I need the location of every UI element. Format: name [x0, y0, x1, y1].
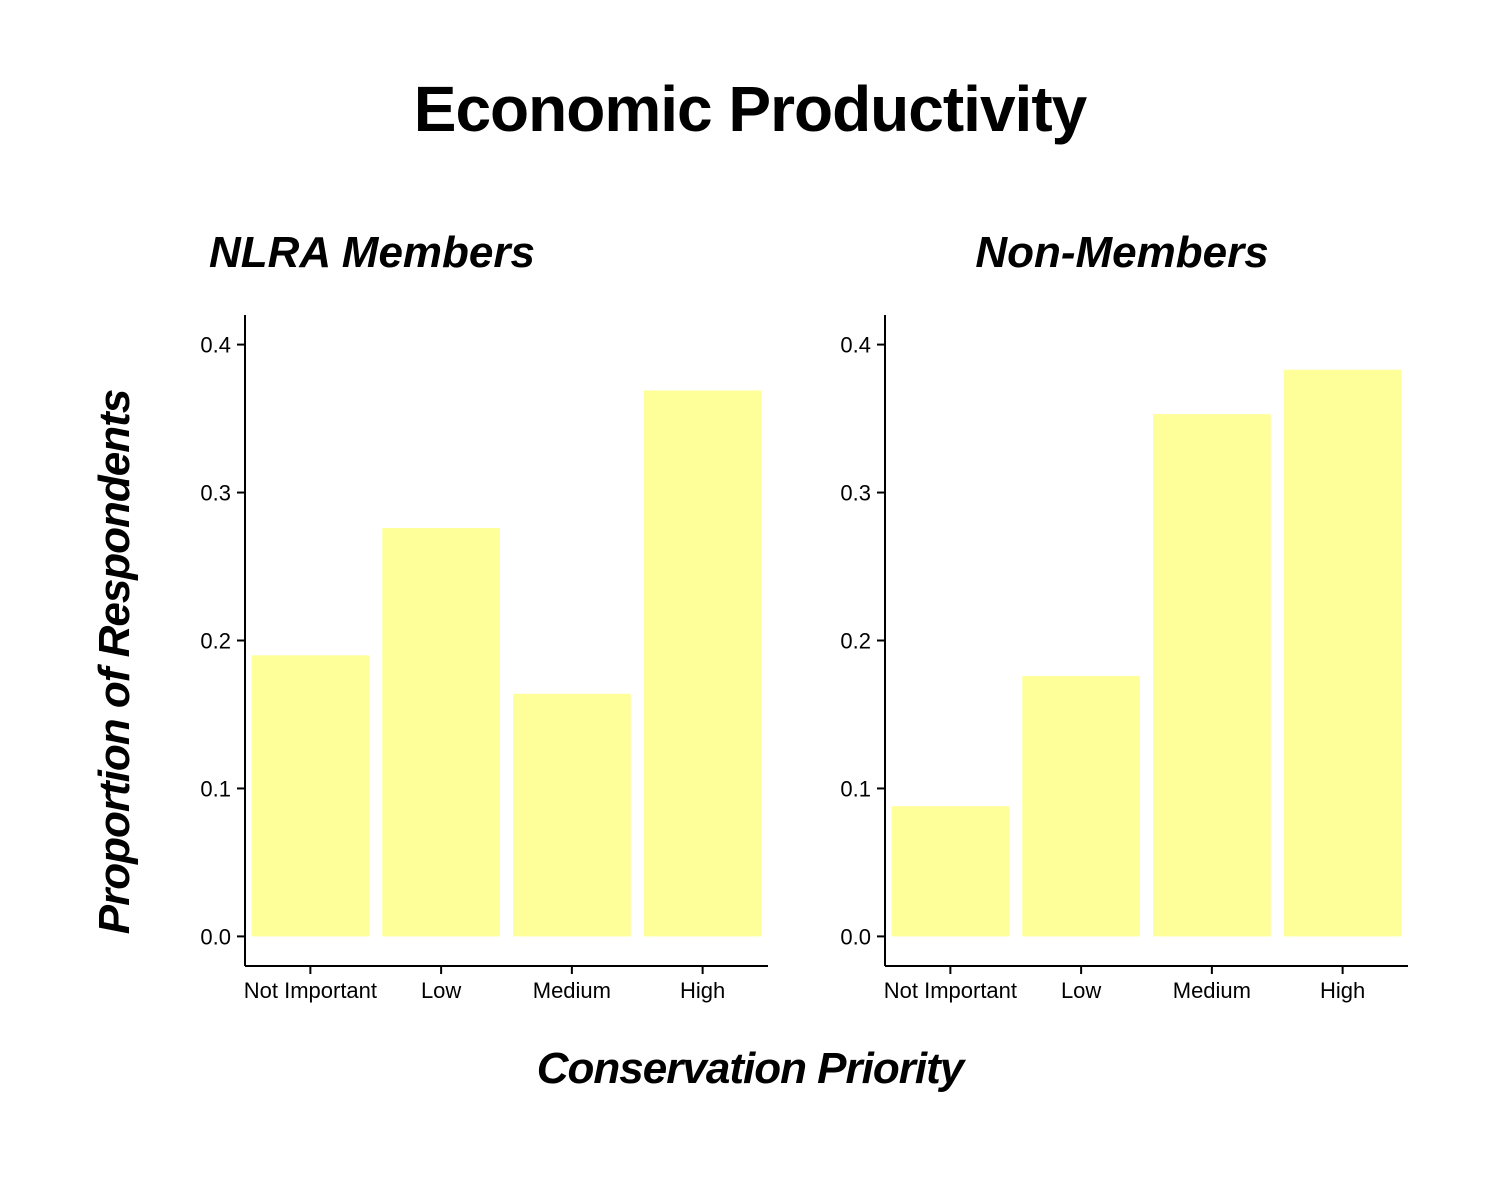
x-tick-label: High [680, 978, 725, 1003]
bar [1153, 414, 1271, 937]
bar [513, 693, 631, 937]
y-tick-label: 0.3 [200, 481, 231, 506]
bar [643, 390, 762, 937]
bar [382, 528, 500, 937]
y-tick-label: 0.4 [840, 333, 871, 358]
x-axis-title: Conservation Priority [536, 1044, 964, 1093]
chart-title: Economic Productivity [413, 73, 1087, 145]
panel-title: Non-Members [975, 228, 1268, 277]
bar [891, 806, 1010, 937]
bar [1283, 369, 1402, 937]
y-tick-label: 0.3 [840, 481, 871, 506]
x-tick-label: Not Important [244, 978, 377, 1003]
x-tick-label: Medium [1173, 978, 1251, 1003]
x-tick-label: Low [421, 978, 461, 1003]
y-tick-label: 0.0 [840, 924, 871, 949]
bar [251, 655, 370, 937]
y-tick-label: 0.0 [200, 924, 231, 949]
y-axis-title: Proportion of Respondents [90, 389, 139, 935]
x-tick-label: Medium [533, 978, 611, 1003]
y-tick-label: 0.1 [200, 776, 231, 801]
y-tick-label: 0.2 [840, 629, 871, 654]
x-tick-label: Low [1061, 978, 1101, 1003]
y-tick-label: 0.2 [200, 629, 231, 654]
bar [1022, 676, 1140, 937]
panel-title: NLRA Members [209, 228, 535, 277]
x-tick-label: High [1320, 978, 1365, 1003]
y-tick-label: 0.1 [840, 776, 871, 801]
y-tick-label: 0.4 [200, 333, 231, 358]
x-tick-label: Not Important [884, 978, 1017, 1003]
